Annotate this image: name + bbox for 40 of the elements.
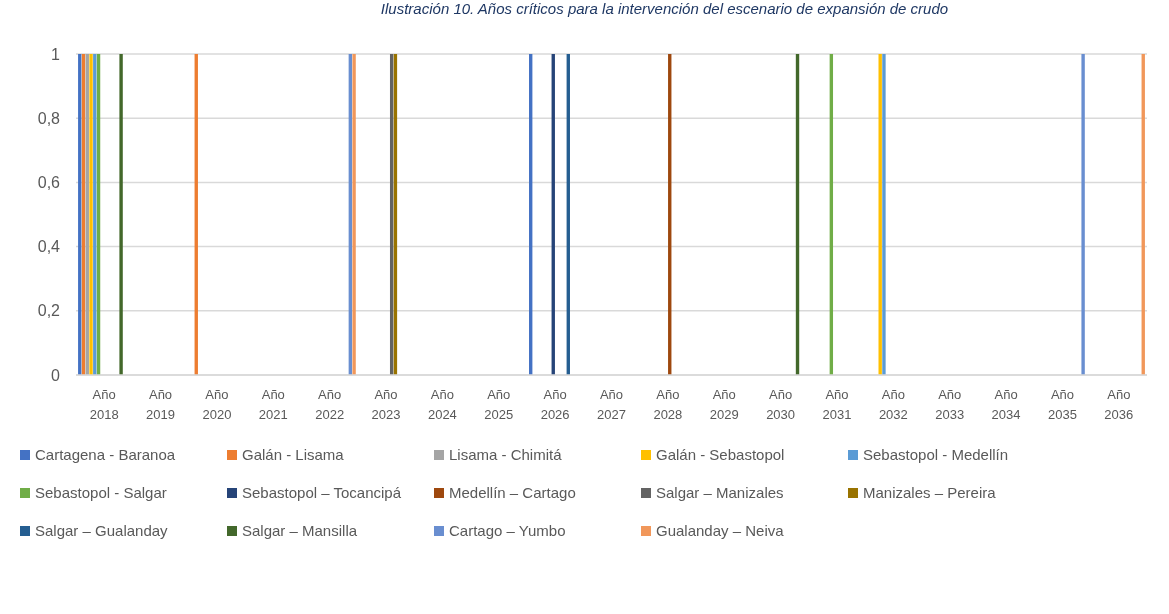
x-tick-label: Año 2018 <box>89 387 119 422</box>
y-tick-label: 0 <box>51 366 61 384</box>
chart-title: Ilustración 10. Años críticos para la intervención del escenario de expansión de crudo <box>380 0 949 17</box>
x-tick-label: Año 2031 <box>822 387 852 422</box>
x-tick-label: Año 2033 <box>935 387 965 422</box>
x-tick-label: Año 2029 <box>709 387 739 422</box>
x-tick-label: Año 2030 <box>766 387 796 422</box>
legend-label: Salgar – Manizales <box>656 484 784 502</box>
legend-label: Lisama - Chimitá <box>449 446 563 464</box>
x-tick-label: Año 2026 <box>540 387 570 422</box>
x-tick-label: Año 2032 <box>878 387 908 422</box>
x-tick-label: Año 2028 <box>653 387 683 422</box>
x-tick-label: Año 2034 <box>991 387 1021 422</box>
legend-label: Sebastopol – Tocancipá <box>242 484 402 502</box>
x-tick-label: Año 2024 <box>427 387 457 422</box>
x-tick-label: Año 2022 <box>315 387 345 422</box>
y-tick-label: 0,8 <box>37 109 61 127</box>
legend-label: Galán - Lisama <box>242 446 345 464</box>
x-tick-label: Año 2027 <box>597 387 626 422</box>
x-tick-label: Año 2035 <box>1047 387 1077 422</box>
x-tick-label: Año 2021 <box>258 387 288 422</box>
legend-label: Galán - Sebastopol <box>656 446 785 464</box>
x-tick-label: Año 2019 <box>146 387 176 422</box>
y-tick-label: 0,6 <box>37 174 61 191</box>
legend-label: Sebastopol - Salgar <box>35 484 167 502</box>
legend-label: Sebastopol - Medellín <box>863 446 1009 464</box>
legend-label: Cartagena - Baranoa <box>35 446 176 464</box>
y-tick-label: 1 <box>51 45 61 63</box>
x-tick-label: Año 2036 <box>1104 387 1134 422</box>
legend-label: Gualanday – Neiva <box>656 522 785 540</box>
legend-label: Salgar – Mansilla <box>242 522 358 540</box>
legend-label: Salgar – Gualanday <box>35 522 169 540</box>
legend-label: Medellín – Cartago <box>449 484 576 502</box>
legend-label: Manizales – Pereira <box>863 484 997 502</box>
x-tick-label: Año 2020 <box>202 387 232 422</box>
x-tick-label: Año 2025 <box>484 387 514 422</box>
y-tick-label: 0,4 <box>37 238 61 256</box>
x-tick-label: Año 2023 <box>371 387 401 422</box>
legend-label: Cartago – Yumbo <box>449 522 566 540</box>
y-tick-label: 0,2 <box>37 302 61 320</box>
